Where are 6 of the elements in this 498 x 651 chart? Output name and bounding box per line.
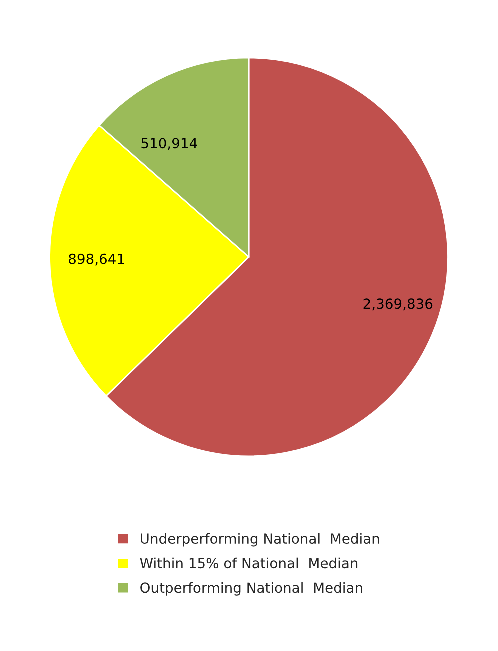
legend-label: Underperforming National Median <box>141 533 380 547</box>
legend-label: Within 15% of National Median <box>140 558 358 569</box>
data-label: 2,369,836 <box>364 298 433 311</box>
data-label: 898,641 <box>69 254 124 266</box>
legend-label: Outperforming National Median <box>140 582 362 596</box>
data-label: 510,914 <box>142 138 198 150</box>
